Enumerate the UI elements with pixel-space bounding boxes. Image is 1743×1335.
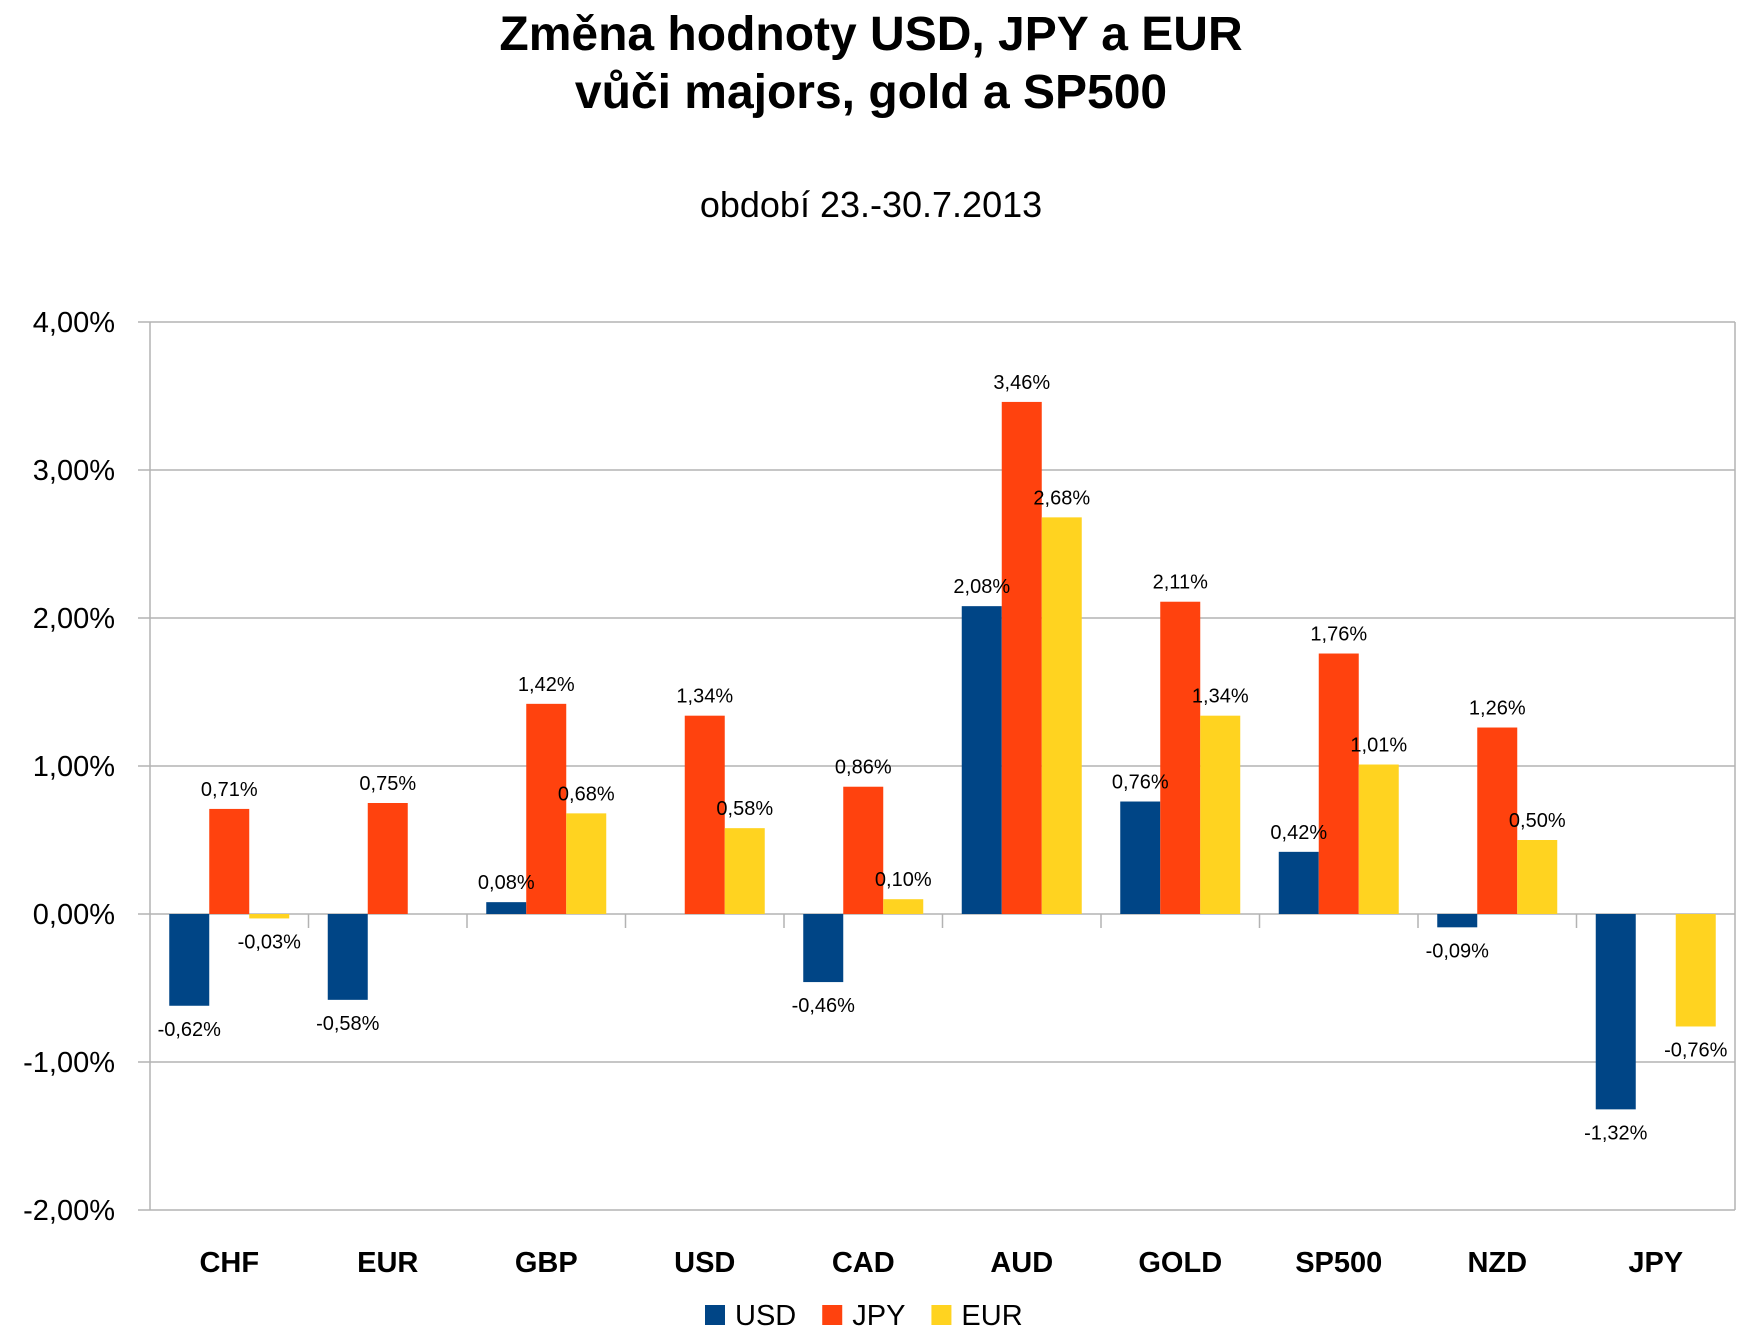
bar <box>566 813 607 914</box>
legend-swatch <box>705 1305 725 1325</box>
data-label: -0,58% <box>316 1013 380 1035</box>
bar <box>803 914 844 983</box>
data-label: -0,09% <box>1426 940 1490 962</box>
data-label: -1,32% <box>1584 1122 1648 1144</box>
chart-title-line-1: Změna hodnoty USD, JPY a EUR <box>499 8 1242 61</box>
data-label: 1,26% <box>1469 698 1526 720</box>
legend-label: JPY <box>852 1300 905 1332</box>
chart-subtitle: období 23.-30.7.2013 <box>700 184 1042 225</box>
x-tick-label: JPY <box>1628 1247 1683 1279</box>
bar <box>169 914 210 1006</box>
data-label: 2,68% <box>1033 487 1090 509</box>
bar <box>1437 914 1478 928</box>
x-tick-label: USD <box>674 1247 735 1279</box>
data-label: 1,01% <box>1350 735 1407 757</box>
x-tick-label: GBP <box>515 1247 578 1279</box>
y-tick-label: 3,00% <box>33 455 115 487</box>
data-label: 0,50% <box>1509 810 1566 832</box>
legend-swatch <box>822 1305 843 1325</box>
data-label: 0,68% <box>558 783 615 805</box>
data-label: 0,75% <box>359 773 416 795</box>
bar <box>1001 401 1042 914</box>
y-tick-label: 2,00% <box>33 603 115 635</box>
data-label: 2,11% <box>1153 572 1208 594</box>
data-label: 0,10% <box>875 869 932 891</box>
bar <box>1200 715 1241 914</box>
x-tick-label: GOLD <box>1138 1247 1222 1279</box>
bar <box>1160 601 1201 914</box>
bar <box>1517 840 1558 914</box>
data-label: 0,08% <box>478 872 535 894</box>
y-tick-label: -1,00% <box>23 1047 115 1079</box>
data-label: 0,58% <box>716 798 773 820</box>
data-label: 3,46% <box>993 372 1050 394</box>
bar <box>1120 801 1161 914</box>
bar <box>1595 914 1636 1110</box>
data-label: 0,86% <box>835 757 892 779</box>
data-label: -0,46% <box>792 995 856 1017</box>
y-tick-label: 0,00% <box>33 899 115 931</box>
bar <box>1675 914 1716 1027</box>
data-label: 0,42% <box>1270 822 1327 844</box>
data-label: 1,34% <box>1192 686 1249 708</box>
legend: USD JPY EUR <box>705 1300 1023 1332</box>
bar <box>526 703 567 914</box>
bar <box>1318 653 1359 914</box>
bar <box>883 899 924 914</box>
bar <box>684 715 725 914</box>
legend-swatch <box>931 1305 952 1325</box>
y-axis: 4,00% 3,00% 2,00% 1,00% 0,00% -1,00% -2,00% <box>23 307 115 1227</box>
bar <box>249 914 290 919</box>
x-axis: CHF EUR GBP USD CAD AUD GOLD SP500 NZD JPY <box>199 1247 1683 1279</box>
bar <box>1041 517 1082 914</box>
bars <box>169 401 1716 1110</box>
x-tick-label: EUR <box>357 1247 418 1279</box>
bar <box>1278 851 1319 914</box>
data-label: 1,76% <box>1310 624 1367 646</box>
y-tick-label: -2,00% <box>23 1195 115 1227</box>
x-tick-label: CAD <box>832 1247 895 1279</box>
data-label: 2,08% <box>953 576 1010 598</box>
legend-label: EUR <box>961 1300 1022 1332</box>
y-tick-label: 4,00% <box>33 307 115 339</box>
bar <box>961 606 1002 914</box>
x-tick-label: SP500 <box>1295 1247 1382 1279</box>
bar <box>367 803 408 914</box>
x-tick-label: NZD <box>1467 1247 1527 1279</box>
data-label: 0,71% <box>201 779 258 801</box>
y-tick-label: 1,00% <box>33 751 115 783</box>
bar <box>724 828 765 914</box>
data-label: -0,62% <box>158 1019 222 1041</box>
legend-label: USD <box>735 1300 796 1332</box>
data-label: 1,34% <box>676 686 733 708</box>
data-labels: -0,62% -0,58% 0,08% -0,46% 2,08% 0,76% 0,42% -0… <box>158 372 1728 1144</box>
x-tick-label: AUD <box>990 1247 1053 1279</box>
bar <box>1477 727 1518 914</box>
bar <box>327 914 368 1000</box>
data-label: 1,42% <box>518 674 575 696</box>
bar <box>209 808 250 914</box>
data-label: -0,76% <box>1664 1039 1728 1061</box>
chart-title-line-2: vůči majors, gold a SP500 <box>575 66 1167 119</box>
bar <box>843 786 884 914</box>
x-tick-label: CHF <box>199 1247 259 1279</box>
bar <box>1358 764 1399 914</box>
data-label: -0,03% <box>238 931 302 953</box>
data-label: 0,76% <box>1112 772 1169 794</box>
bar <box>486 902 527 914</box>
